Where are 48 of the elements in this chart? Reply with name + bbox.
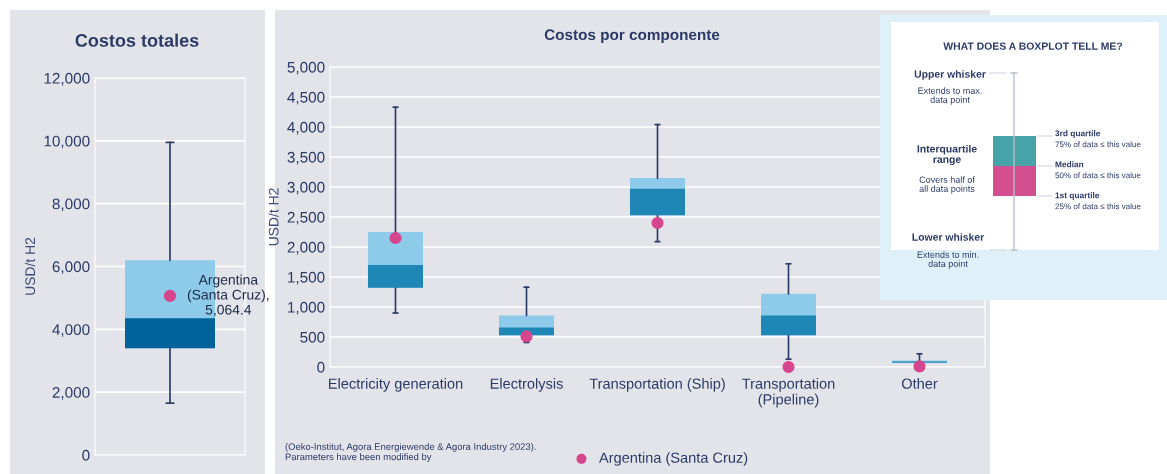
data-label: Argentina (Santa Cruz), 5,064.4 [187, 274, 269, 317]
y-tick-label: 3,000 [287, 181, 325, 195]
text: 25% of data ≤ this value [1055, 203, 1141, 210]
y-tick-label: 8,000 [52, 198, 90, 212]
y-tick-label: 4,000 [287, 121, 325, 135]
y-tick-label: 3,500 [287, 151, 325, 165]
text: 3rd quartile [1055, 130, 1101, 138]
point [782, 360, 795, 374]
y-tick-label: 10,000 [44, 135, 90, 149]
y-tick-label: 500 [300, 331, 325, 343]
y-tick-label: 1,500 [288, 271, 325, 285]
text: 50% of data ≤ this value [1055, 172, 1141, 179]
y-tick-label: 5,000 [287, 61, 325, 75]
x-tick-label: Other [901, 378, 938, 389]
y-tick-label: 12,000 [44, 72, 90, 86]
x-tick-label: Electrolysis [490, 378, 563, 392]
point [389, 231, 402, 245]
annotation: Lower whisker [912, 233, 985, 241]
legend-label: Argentina (Santa Cruz) [599, 452, 748, 466]
y-tick-label: 6,000 [52, 261, 90, 274]
text: Median [1055, 161, 1084, 168]
x-tick-label: Electricity generation [329, 378, 463, 392]
y-tick-label: 4,500 [287, 91, 325, 105]
text: (Oeko-Institut, Agora Energiewende & Agora Industry 2023). Parameters have been modified by [285, 443, 536, 462]
annotation: Extends to min. data point [917, 251, 979, 269]
y-tick-label: 0 [317, 361, 325, 373]
y-axis-title: USD/t H2 [24, 237, 36, 295]
y-tick-label: 0 [82, 449, 90, 461]
point [520, 330, 533, 343]
chart-title: Costos por componente [544, 29, 720, 44]
annotation: Covers half of all data points [919, 176, 975, 194]
y-tick-label: 2,500 [287, 211, 325, 225]
y-tick-label: 4,000 [52, 324, 90, 337]
point [913, 360, 926, 373]
y-tick-label: 2,000 [287, 241, 325, 255]
annotation: Interquartile range [917, 144, 977, 166]
y-axis-title: USD/t H2 [268, 188, 279, 246]
point [651, 216, 664, 230]
y-tick-label: 1,000 [288, 301, 325, 315]
y-tick-label: 2,000 [52, 387, 90, 400]
x-tick-label: Transportation (Ship) [589, 378, 725, 392]
annotation: Extends to max. data point [918, 87, 982, 105]
text: 1st quartile [1055, 192, 1100, 200]
annotation: Upper whisker [914, 70, 986, 80]
x-tick-label: Transportation (Pipeline) [742, 378, 835, 408]
text: 75% of data ≤ this value [1055, 141, 1141, 148]
chart-title: Costos totales [75, 33, 199, 47]
text: WHAT DOES A BOXPLOT TELL ME? [943, 42, 1123, 50]
